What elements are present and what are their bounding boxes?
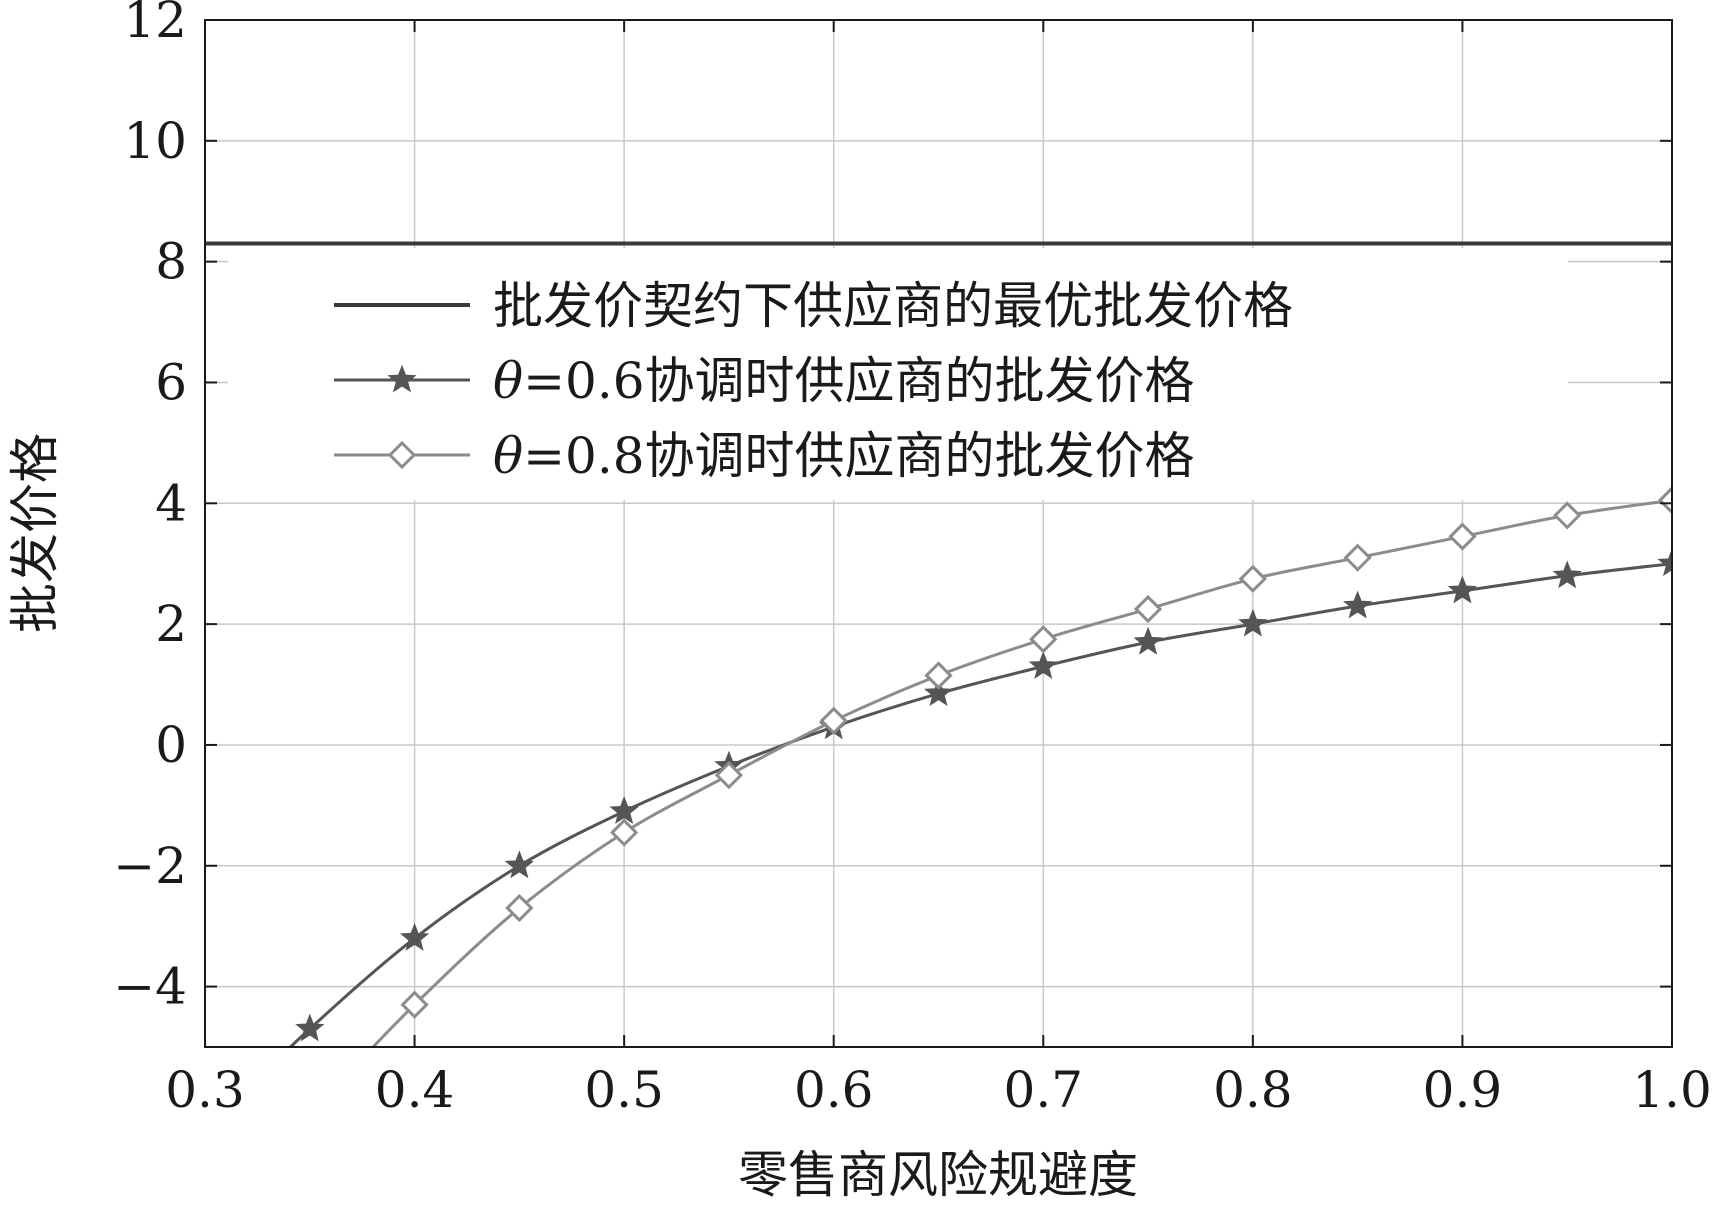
series-3: [370, 486, 1672, 1047]
y-tick-label: 8: [155, 233, 187, 291]
y-tick-label: 12: [123, 0, 187, 49]
legend-marker: [387, 364, 417, 393]
legend-entry-3: θ=0.8协调时供应商的批发价格: [334, 427, 1195, 485]
x-tick-label: 0.5: [584, 1061, 664, 1119]
x-tick-label: 0.3: [165, 1061, 245, 1119]
x-tick-label: 0.6: [794, 1061, 874, 1119]
data-point: [1343, 543, 1372, 572]
y-axis-label: 批发价格: [6, 433, 64, 633]
plot-frame: [204, 19, 1673, 1048]
data-point: [924, 661, 953, 690]
series-line: [288, 562, 1672, 1047]
data-point: [1133, 626, 1163, 655]
data-point: [610, 818, 639, 847]
data-point: [295, 1013, 325, 1042]
legend-entry-2: θ=0.6协调时供应商的批发价格: [334, 352, 1195, 410]
legend: 批发价契约下供应商的最优批发价格θ=0.6协调时供应商的批发价格θ=0.8协调时…: [228, 248, 1568, 500]
data-point: [505, 893, 534, 923]
legend-label: 批发价契约下供应商的最优批发价格: [493, 277, 1293, 335]
x-axis-label: 零售商风险规避度: [738, 1146, 1138, 1204]
data-point: [400, 990, 429, 1019]
y-tick-label: 4: [155, 474, 187, 532]
y-tick-label: 6: [155, 353, 187, 411]
legend-label-symbol: θ: [493, 427, 523, 485]
x-tick-label: 1.0: [1632, 1061, 1712, 1119]
data-point: [1238, 608, 1268, 637]
data-point: [1657, 548, 1672, 577]
x-tick-label: 0.7: [1004, 1061, 1084, 1119]
legend-box: [228, 248, 1568, 500]
data-point: [1028, 650, 1058, 679]
data-point: [819, 706, 848, 735]
data-point: [399, 922, 430, 951]
data-point: [1238, 564, 1267, 593]
x-tick-label: 0.8: [1213, 1061, 1293, 1119]
y-tick-label: 0: [155, 716, 187, 774]
data-point: [1552, 560, 1582, 589]
legend-marker: [387, 440, 417, 470]
data-point: [1447, 575, 1478, 604]
x-tick-label: 0.9: [1423, 1061, 1503, 1119]
y-tick-label: 10: [123, 112, 187, 170]
legend-label-symbol: θ: [493, 352, 523, 410]
data-point: [714, 761, 744, 790]
y-tick-label: −2: [113, 837, 187, 895]
y-tick-label: 2: [155, 595, 187, 653]
legend-label: θ=0.8协调时供应商的批发价格: [493, 427, 1195, 485]
data-point: [1553, 501, 1582, 530]
legend-label-text: =0.8协调时供应商的批发价格: [523, 427, 1194, 485]
series-layer: [205, 241, 1672, 1047]
legend-label-text: =0.6协调时供应商的批发价格: [523, 352, 1194, 410]
x-tick-label: 0.4: [375, 1061, 455, 1119]
data-point: [1133, 594, 1163, 624]
data-point: [1029, 625, 1058, 654]
series-2: [288, 548, 1672, 1047]
data-point: [1657, 486, 1672, 515]
data-point: [1342, 590, 1373, 619]
data-point: [923, 678, 954, 707]
data-point: [1448, 522, 1477, 551]
legend-label: θ=0.6协调时供应商的批发价格: [493, 352, 1195, 410]
y-tick-label: −4: [113, 958, 187, 1016]
legend-entry-1: 批发价契约下供应商的最优批发价格: [334, 277, 1293, 335]
data-point: [504, 850, 535, 879]
data-point: [609, 796, 639, 824]
axis-ticks: 0.3 0.4 0.5 0.6 0.7 0.8 0.9 1.0 −4 −2 0 2 4 6 8 10 12: [113, 0, 1711, 1119]
